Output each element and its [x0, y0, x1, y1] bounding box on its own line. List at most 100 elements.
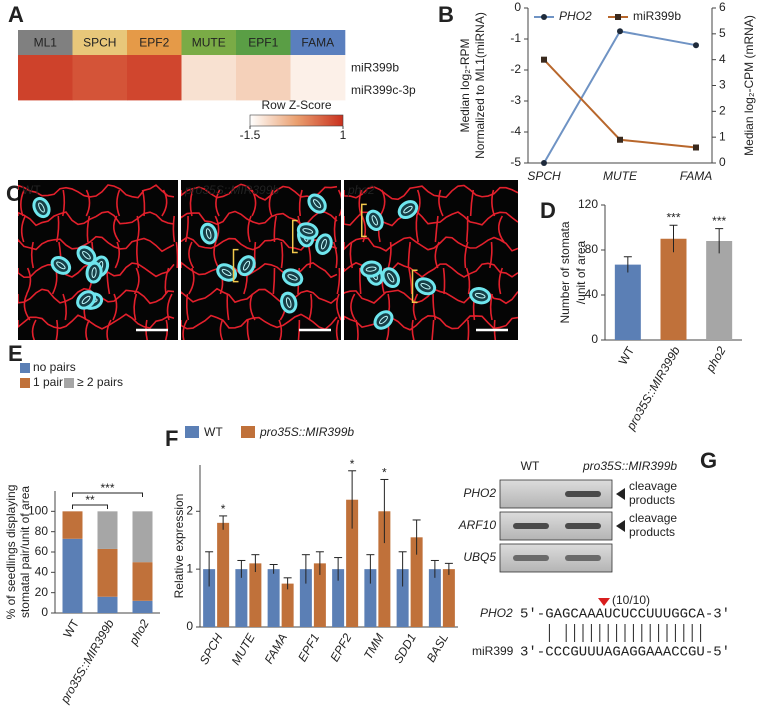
y-tick-label: 0: [591, 332, 598, 346]
cell-outline: [136, 241, 140, 269]
bar: [442, 569, 455, 627]
annotation: cleavage: [629, 479, 677, 493]
cell-outline: [55, 215, 60, 243]
bar-segment: [132, 562, 153, 601]
cell-outline: [333, 215, 338, 243]
cell-outline: [219, 319, 224, 340]
cell-outline: [336, 293, 341, 321]
significance: ***: [666, 210, 680, 224]
cell-outline: [145, 319, 149, 340]
column-label: ML1: [34, 36, 58, 50]
y-tick-label: 40: [585, 287, 599, 301]
y-tick-label: 100: [28, 504, 48, 518]
cell-outline: [442, 267, 446, 295]
stoma-pore: [285, 297, 292, 308]
cell-outline: [175, 241, 178, 269]
sequence: 5'-GAGCAAAUCUCCUUUGGCA-3': [520, 607, 730, 623]
cell-outline: [298, 189, 303, 217]
y-tick-label: 120: [578, 197, 598, 211]
legend-marker: [615, 14, 621, 20]
column-label: EPF2: [139, 36, 169, 50]
cell-outline: [350, 293, 356, 321]
stoma: [360, 260, 383, 278]
cell-outline: [358, 189, 363, 217]
heatmap-cell: [181, 77, 237, 101]
cell-outline: [379, 189, 386, 217]
bar: [346, 499, 359, 627]
y-tick-label: 0: [719, 155, 726, 169]
pair-bracket: [411, 269, 418, 304]
bar-segment: [97, 596, 118, 613]
column-header: [181, 30, 237, 55]
column-header: [127, 30, 182, 55]
series-line: [543, 58, 697, 149]
cell-outline: [469, 189, 475, 217]
cell-outline: [23, 293, 31, 321]
cell-outline: [415, 189, 421, 217]
cell-outline: [489, 293, 494, 321]
micrograph: [181, 180, 341, 340]
cleavage-note: (10/10): [612, 593, 650, 607]
bar: [364, 569, 377, 627]
y-tick-label: -5: [510, 155, 521, 169]
stoma: [397, 200, 419, 220]
stoma: [50, 255, 72, 275]
cell-outline: [432, 293, 437, 321]
series-line: [543, 30, 697, 164]
y-tick-label: 60: [35, 544, 49, 558]
y-tick-label: 4: [719, 52, 726, 66]
heatmap-cell: [72, 55, 128, 78]
cell-outline: [226, 293, 230, 321]
cell-outline: [498, 267, 504, 295]
cell-outline: [18, 210, 175, 227]
y-tick-label: 0: [186, 619, 193, 633]
cell-outline: [344, 184, 518, 201]
x-tick-label: SPCH: [527, 169, 561, 183]
cell-outline: [215, 189, 221, 217]
cell-outline: [20, 189, 25, 217]
micrograph: [18, 180, 178, 340]
stoma-pore: [371, 215, 378, 226]
cell-outline: [268, 189, 274, 217]
cell-outline: [188, 267, 195, 295]
stoma: [280, 291, 298, 314]
x-tick-label: TMM: [361, 631, 387, 662]
colorbar-title: Row Z-Score: [261, 98, 331, 112]
column-label: WT: [521, 459, 540, 473]
bar-segment: [62, 511, 83, 539]
panel-letter: F: [165, 426, 178, 451]
gel-band: [565, 491, 601, 497]
stoma-pore: [205, 228, 212, 239]
arrowhead: [616, 488, 625, 500]
micrograph-background: [344, 180, 518, 340]
cell-outline: [172, 215, 176, 243]
cell-outline: [141, 189, 146, 217]
y-tick-label: 80: [585, 242, 599, 256]
column-label: SPCH: [83, 36, 116, 50]
y-axis-label: Number of stomata: [558, 221, 572, 323]
stoma-pore: [82, 251, 91, 260]
cell-outline: [133, 293, 138, 321]
y-tick-label: 1: [719, 129, 726, 143]
row-label: PHO2: [463, 486, 496, 500]
y-tick-label: 40: [35, 565, 49, 579]
heatmap-cell: [72, 77, 128, 101]
x-tick-label: SPCH: [197, 631, 226, 667]
y-tick-label: 20: [35, 585, 49, 599]
x-tick-label: WT: [60, 617, 82, 641]
significance-bracket: [72, 504, 108, 509]
significance: **: [85, 493, 95, 507]
bar-segment: [62, 538, 83, 613]
cell-outline: [246, 319, 250, 340]
column-label: pro35S::MIR399b: [582, 459, 677, 473]
legend-label: ≥ 2 pairs: [77, 375, 123, 389]
bar: [313, 563, 326, 627]
x-tick-label: FAMA: [262, 631, 290, 666]
y-tick-label: 2: [719, 104, 726, 118]
bar: [249, 563, 262, 627]
cell-outline: [185, 293, 190, 321]
gel-band: [565, 555, 601, 561]
stoma-pore: [221, 268, 232, 277]
column-header: [236, 30, 291, 55]
